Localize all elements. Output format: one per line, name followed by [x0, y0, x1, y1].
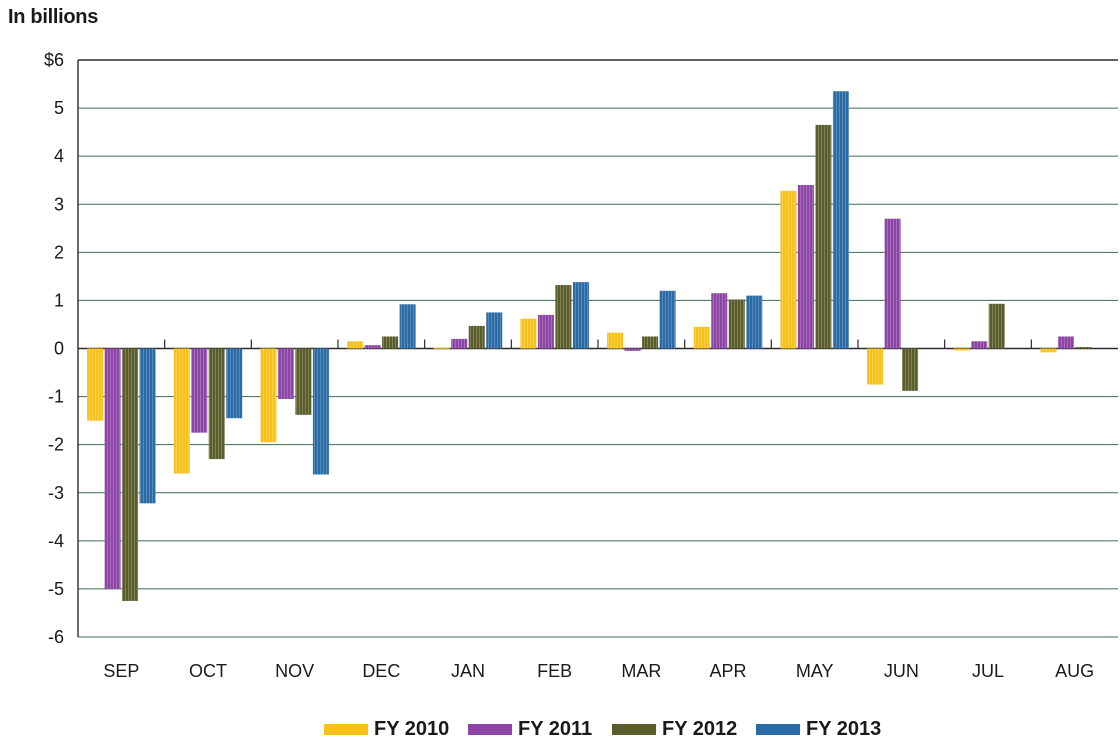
bar	[208, 348, 225, 460]
bar	[555, 285, 572, 349]
x-tick-label: JAN	[451, 661, 485, 681]
legend-item-fy2013: FY 2013	[756, 718, 881, 741]
bar	[399, 304, 416, 349]
bar	[867, 348, 884, 385]
bar	[260, 348, 277, 443]
bar	[122, 348, 139, 601]
x-tick-label: JUN	[884, 661, 919, 681]
bar	[537, 314, 554, 349]
bar	[607, 332, 624, 349]
y-tick-label: -2	[48, 435, 64, 455]
x-tick-label: JUL	[972, 661, 1004, 681]
y-tick-label: $6	[44, 50, 64, 70]
legend-swatch-fy2013	[756, 724, 800, 735]
y-tick-label: 4	[54, 146, 64, 166]
legend-swatch-fy2011	[468, 724, 512, 735]
x-tick-label: OCT	[189, 661, 227, 681]
bars	[87, 91, 1092, 601]
bar	[693, 326, 710, 349]
x-tick-label: APR	[709, 661, 746, 681]
y-tick-label: -4	[48, 531, 64, 551]
bar	[953, 348, 970, 351]
y-axis-ticks: $6 5 4 3 2 1 0 -1 -2 -3 -4 -5 -6	[44, 50, 64, 647]
x-tick-label: NOV	[275, 661, 314, 681]
bar	[711, 293, 728, 349]
bar	[295, 348, 312, 415]
bar	[104, 348, 121, 589]
x-tick-label: MAY	[796, 661, 834, 681]
bar	[191, 348, 208, 433]
bar	[468, 325, 485, 349]
bar	[642, 336, 659, 349]
legend-label-fy2011: FY 2011	[518, 718, 593, 740]
y-tick-label: -3	[48, 483, 64, 503]
bar	[884, 218, 901, 349]
x-tick-label: FEB	[537, 661, 572, 681]
legend-label-fy2013: FY 2013	[806, 718, 882, 740]
bar	[746, 295, 763, 349]
bar	[1040, 348, 1057, 353]
legend-item-fy2010: FY 2010	[324, 718, 449, 741]
legend-item-fy2011: FY 2011	[468, 718, 592, 741]
bar	[624, 348, 641, 351]
x-tick-label: AUG	[1055, 661, 1094, 681]
gridlines	[78, 59, 1118, 638]
legend-swatch-fy2012	[612, 724, 656, 735]
y-tick-label: 1	[54, 290, 64, 310]
y-tick-label: 5	[54, 98, 64, 118]
bar	[277, 348, 294, 399]
y-tick-label: -1	[48, 387, 64, 407]
y-tick-label: 0	[54, 339, 64, 359]
bar	[1075, 347, 1092, 349]
bar	[451, 338, 468, 349]
x-tick-label: DEC	[362, 661, 400, 681]
bar	[1057, 336, 1074, 349]
bar	[312, 348, 329, 475]
y-tick-label: -6	[48, 627, 64, 647]
bar	[902, 348, 919, 391]
bar	[780, 190, 797, 349]
bar	[139, 348, 156, 504]
bar	[486, 312, 503, 349]
bar	[347, 341, 364, 349]
y-tick-label: 2	[54, 242, 64, 262]
x-tick-label: SEP	[103, 661, 139, 681]
bar	[572, 282, 589, 349]
bar	[797, 185, 814, 349]
legend-label-fy2012: FY 2012	[662, 718, 738, 740]
bar	[728, 299, 745, 349]
bar	[971, 341, 988, 349]
y-axis-unit-label: In billions	[8, 6, 99, 28]
y-tick-label: -5	[48, 579, 64, 599]
bar	[226, 348, 243, 419]
bar	[520, 318, 537, 349]
bar	[382, 336, 399, 349]
bar	[364, 345, 381, 349]
x-axis-ticks: SEP OCT NOV DEC JAN FEB MAR APR MAY JUN JUL AUG	[103, 661, 1094, 681]
legend-item-fy2012: FY 2012	[612, 718, 737, 741]
bar	[832, 91, 849, 349]
legend: FY 2010 FY 2011 FY 2012 FY 2013	[0, 718, 1120, 748]
bar	[815, 124, 832, 349]
bar	[659, 290, 676, 349]
bar	[988, 303, 1005, 349]
bar	[433, 347, 450, 349]
y-tick-label: 3	[54, 194, 64, 214]
legend-label-fy2010: FY 2010	[374, 718, 450, 740]
legend-swatch-fy2010	[324, 724, 368, 735]
bar	[173, 348, 190, 474]
x-tick-label: MAR	[621, 661, 661, 681]
bar	[87, 348, 104, 421]
axes	[77, 60, 1032, 637]
